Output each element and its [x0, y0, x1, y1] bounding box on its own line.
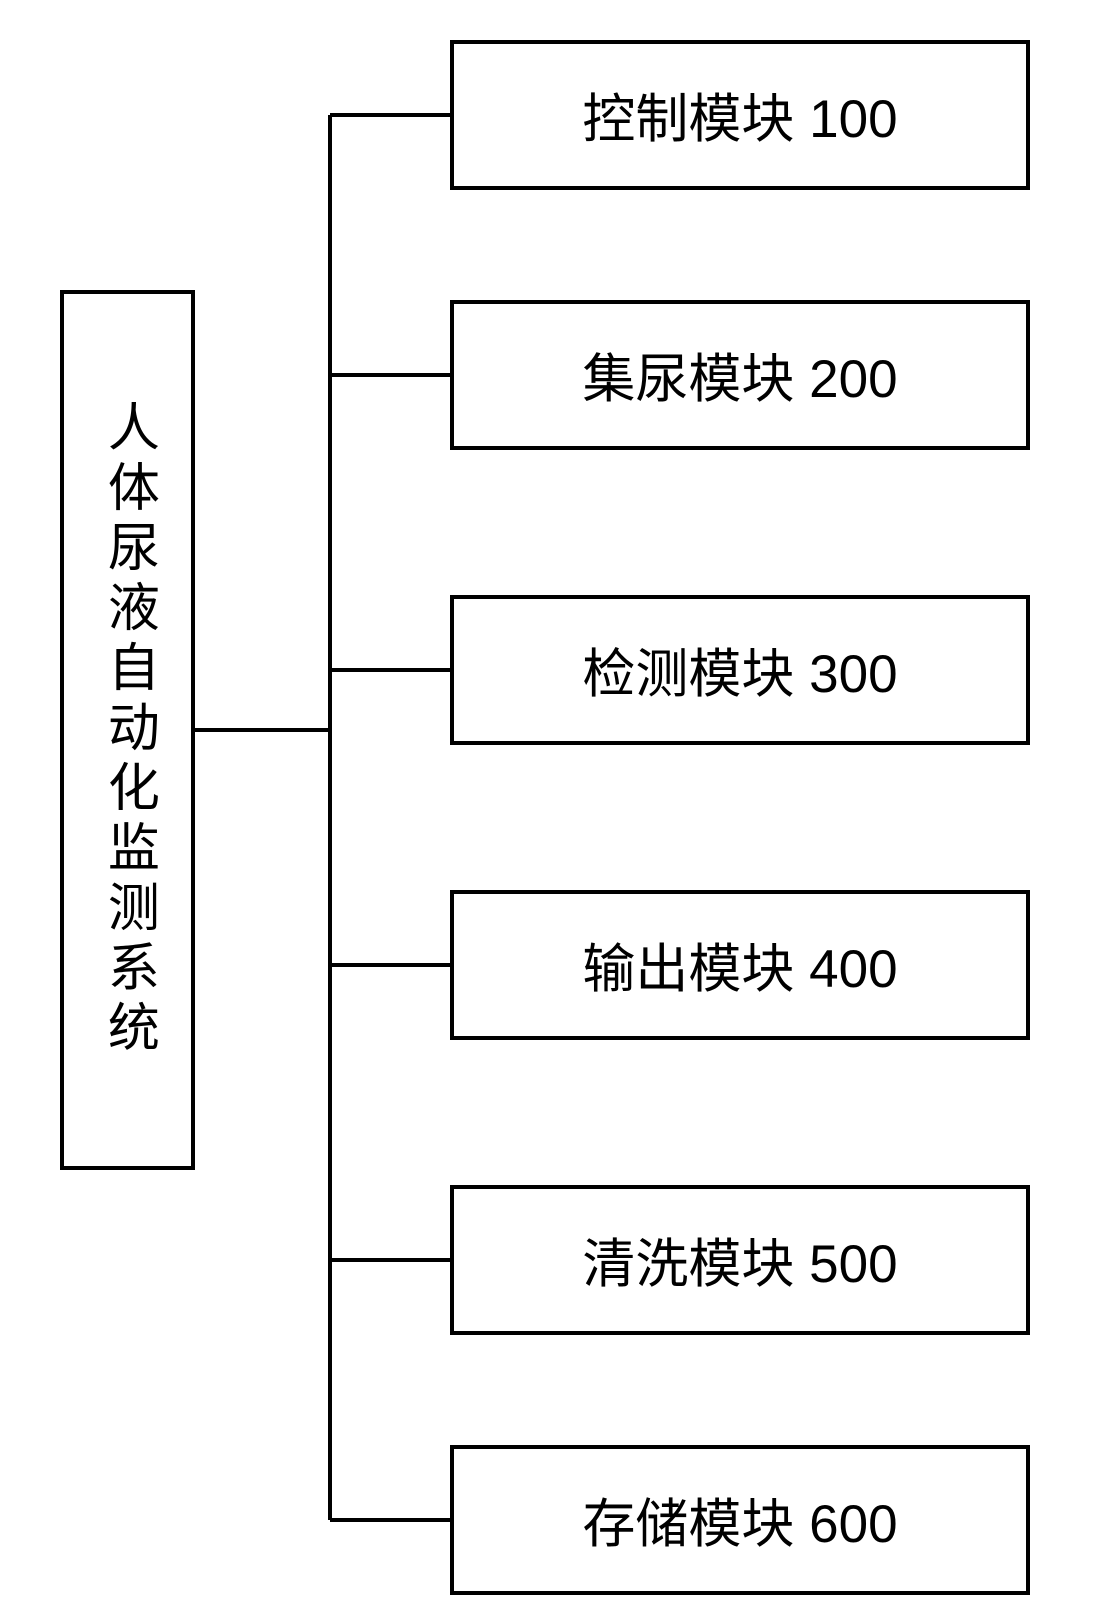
- system-block-diagram: 人体尿液自动化监测系统 控制模块 100 集尿模块 200 检测模块 300 输出模块…: [0, 0, 1103, 1608]
- module-node: 存储模块 600: [450, 1445, 1030, 1595]
- module-node-label: 输出模块 400: [582, 927, 897, 1003]
- module-node-label: 控制模块 100: [582, 77, 897, 153]
- root-node-label: 人体尿液自动化监测系统: [98, 400, 158, 1060]
- root-node: 人体尿液自动化监测系统: [60, 290, 195, 1170]
- module-node-label: 集尿模块 200: [582, 337, 897, 413]
- module-node-label: 清洗模块 500: [582, 1222, 897, 1298]
- module-node-label: 存储模块 600: [582, 1482, 897, 1558]
- module-node: 检测模块 300: [450, 595, 1030, 745]
- module-node: 清洗模块 500: [450, 1185, 1030, 1335]
- module-node: 集尿模块 200: [450, 300, 1030, 450]
- module-node: 控制模块 100: [450, 40, 1030, 190]
- module-node: 输出模块 400: [450, 890, 1030, 1040]
- module-node-label: 检测模块 300: [582, 632, 897, 708]
